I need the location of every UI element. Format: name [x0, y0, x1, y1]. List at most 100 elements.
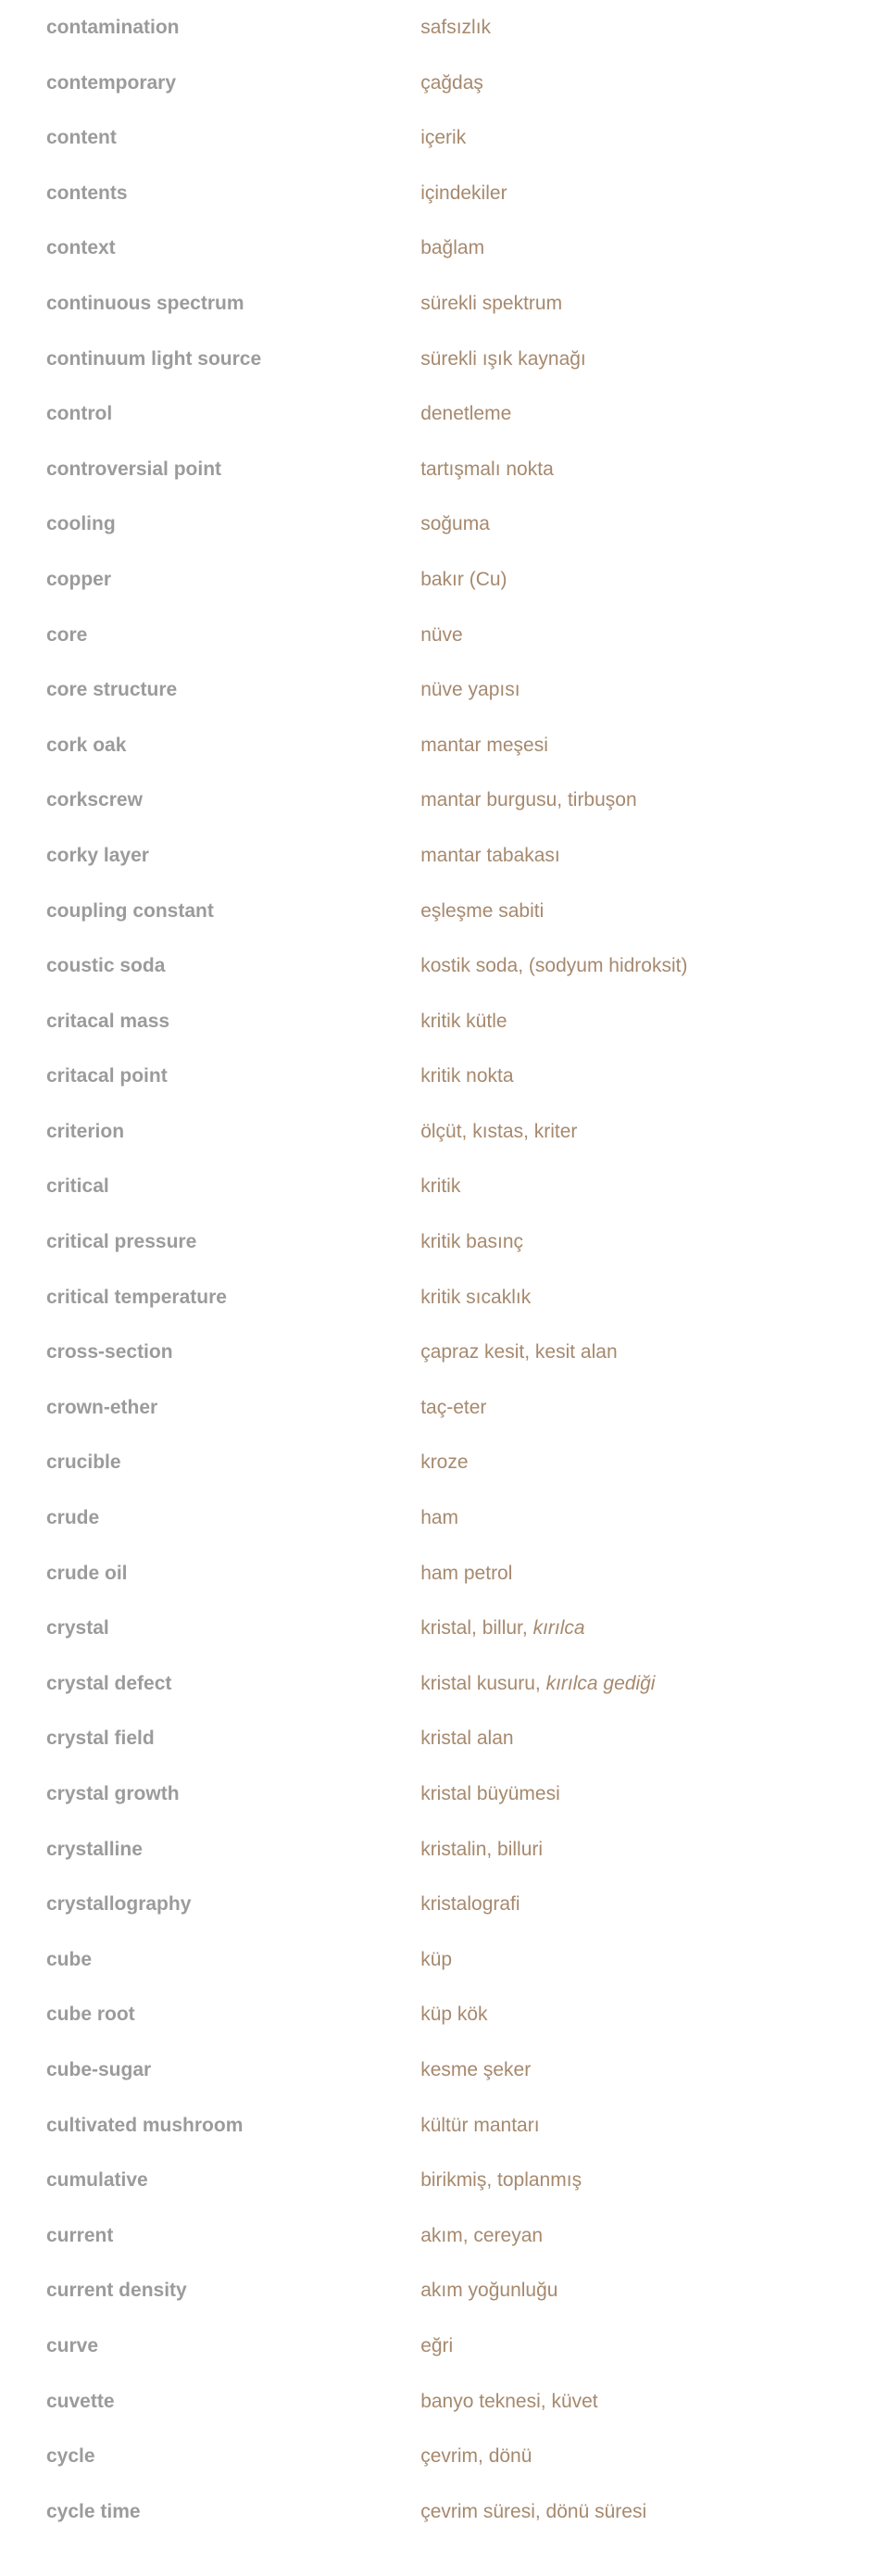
- english-term: cross-section: [46, 1325, 420, 1380]
- turkish-term: eşleşme sabiti: [420, 884, 843, 939]
- turkish-term-part: kostik soda, (sodyum hidroksit): [420, 955, 687, 976]
- turkish-term-part: eşleşme sabiti: [420, 900, 544, 922]
- turkish-term: bakır (Cu): [420, 552, 843, 608]
- turkish-term-part: sürekli spektrum: [420, 293, 562, 314]
- turkish-term-part: ölçüt, kıstas, kriter: [420, 1121, 577, 1142]
- dictionary-row: cumulativebirikmiş, toplanmış: [46, 2153, 843, 2208]
- english-term: content: [46, 110, 420, 166]
- turkish-term: kritik kütle: [420, 994, 843, 1049]
- english-term: cycle time: [46, 2484, 420, 2540]
- turkish-term: kritik nokta: [420, 1049, 843, 1104]
- turkish-term: kritik sıcaklık: [420, 1270, 843, 1326]
- turkish-term-part: küp kök: [420, 2004, 487, 2025]
- turkish-term-part: çağdaş: [420, 72, 483, 94]
- turkish-term-part: tartışmalı nokta: [420, 459, 554, 480]
- english-term: cultivated mushroom: [46, 2098, 420, 2154]
- english-term: cube: [46, 1932, 420, 1988]
- dictionary-row: cuvettebanyo teknesi, küvet: [46, 2374, 843, 2430]
- turkish-term: mantar tabakası: [420, 828, 843, 884]
- turkish-term: çevrim süresi, dönü süresi: [420, 2484, 843, 2540]
- dictionary-row: contemporaryçağdaş: [46, 56, 843, 111]
- english-term: contemporary: [46, 56, 420, 111]
- turkish-term: bağlam: [420, 220, 843, 276]
- dictionary-row: contaminationsafsızlık: [46, 0, 843, 56]
- english-term: crude oil: [46, 1546, 420, 1602]
- dictionary-row: currentakım, cereyan: [46, 2208, 843, 2264]
- turkish-term: akım yoğunluğu: [420, 2263, 843, 2318]
- dictionary-row: crudeham: [46, 1490, 843, 1546]
- turkish-term: taç-eter: [420, 1380, 843, 1436]
- dictionary-row: crystal fieldkristal alan: [46, 1711, 843, 1766]
- turkish-term: nüve yapısı: [420, 662, 843, 718]
- dictionary-row: critical pressurekritik basınç: [46, 1214, 843, 1270]
- turkish-term: kristal, billur, kırılca: [420, 1601, 843, 1656]
- dictionary-row: copperbakır (Cu): [46, 552, 843, 608]
- turkish-term-part: kritik nokta: [420, 1065, 513, 1087]
- turkish-term-part: kritik kütle: [420, 1011, 507, 1032]
- turkish-term-part: kristal, billur,: [420, 1617, 532, 1639]
- dictionary-row: crystalkristal, billur, kırılca: [46, 1601, 843, 1656]
- turkish-term-part: safsızlık: [420, 17, 491, 38]
- english-term: context: [46, 220, 420, 276]
- turkish-term-part: küp: [420, 1949, 452, 1970]
- turkish-term: kostik soda, (sodyum hidroksit): [420, 938, 843, 994]
- turkish-term-part: kırılca: [533, 1617, 585, 1639]
- turkish-term: küp: [420, 1932, 843, 1988]
- english-term: cumulative: [46, 2153, 420, 2208]
- turkish-term-part: mantar meşesi: [420, 735, 548, 756]
- dictionary-row: cross-sectionçapraz kesit, kesit alan: [46, 1325, 843, 1380]
- dictionary-row: cultivated mushroomkültür mantarı: [46, 2098, 843, 2154]
- turkish-term: kristalografi: [420, 1877, 843, 1932]
- turkish-term-part: denetleme: [420, 403, 511, 424]
- dictionary-row: critacal pointkritik nokta: [46, 1049, 843, 1104]
- turkish-term: mantar burgusu, tirbuşon: [420, 773, 843, 828]
- turkish-term-part: mantar tabakası: [420, 845, 560, 866]
- turkish-term: kristal kusuru, kırılca gediği: [420, 1656, 843, 1712]
- english-term: critacal point: [46, 1049, 420, 1104]
- turkish-term-part: kristal alan: [420, 1728, 513, 1749]
- turkish-term: banyo teknesi, küvet: [420, 2374, 843, 2430]
- dictionary-row: crystallographykristalografi: [46, 1877, 843, 1932]
- turkish-term-part: birikmiş, toplanmış: [420, 2169, 582, 2191]
- dictionary-row: crystallinekristalin, billuri: [46, 1822, 843, 1878]
- dictionary-row: crystal growthkristal büyümesi: [46, 1766, 843, 1822]
- turkish-term: kritik basınç: [420, 1214, 843, 1270]
- turkish-term-part: akım yoğunluğu: [420, 2280, 557, 2301]
- dictionary-row: cubeküp: [46, 1932, 843, 1988]
- english-term: contamination: [46, 0, 420, 56]
- english-term: current: [46, 2208, 420, 2264]
- english-term: crucible: [46, 1435, 420, 1490]
- turkish-term: kritik: [420, 1159, 843, 1214]
- dictionary-row: crown-ethertaç-eter: [46, 1380, 843, 1436]
- dictionary-row: corky layermantar tabakası: [46, 828, 843, 884]
- dictionary-row: continuous spectrumsürekli spektrum: [46, 276, 843, 332]
- turkish-term-part: çevrim, dönü: [420, 2445, 532, 2467]
- turkish-term-part: kültür mantarı: [420, 2115, 539, 2136]
- turkish-term: birikmiş, toplanmış: [420, 2153, 843, 2208]
- dictionary-row: coustic sodakostik soda, (sodyum hidroks…: [46, 938, 843, 994]
- turkish-term-part: kritik: [420, 1175, 460, 1197]
- dictionary-row: critacal masskritik kütle: [46, 994, 843, 1049]
- turkish-term: küp kök: [420, 1987, 843, 2042]
- english-term: current density: [46, 2263, 420, 2318]
- turkish-term: eğri: [420, 2318, 843, 2374]
- turkish-term-part: mantar burgusu, tirbuşon: [420, 789, 636, 810]
- english-term: critical pressure: [46, 1214, 420, 1270]
- turkish-term: safsızlık: [420, 0, 843, 56]
- turkish-term-part: içindekiler: [420, 182, 507, 204]
- turkish-term-part: akım, cereyan: [420, 2225, 543, 2246]
- english-term: crystal field: [46, 1711, 420, 1766]
- dictionary-row: coolingsoğuma: [46, 496, 843, 552]
- turkish-term-part: taç-eter: [420, 1397, 486, 1418]
- dictionary-row: controldenetleme: [46, 386, 843, 442]
- english-term: continuous spectrum: [46, 276, 420, 332]
- english-term: contents: [46, 166, 420, 221]
- dictionary-row: curveeğri: [46, 2318, 843, 2374]
- turkish-term: içerik: [420, 110, 843, 166]
- dictionary-row: cycleçevrim, dönü: [46, 2429, 843, 2484]
- turkish-term: akım, cereyan: [420, 2208, 843, 2264]
- english-term: crystal: [46, 1601, 420, 1656]
- turkish-term: çağdaş: [420, 56, 843, 111]
- dictionary-row: contentiçerik: [46, 110, 843, 166]
- english-term: crystal growth: [46, 1766, 420, 1822]
